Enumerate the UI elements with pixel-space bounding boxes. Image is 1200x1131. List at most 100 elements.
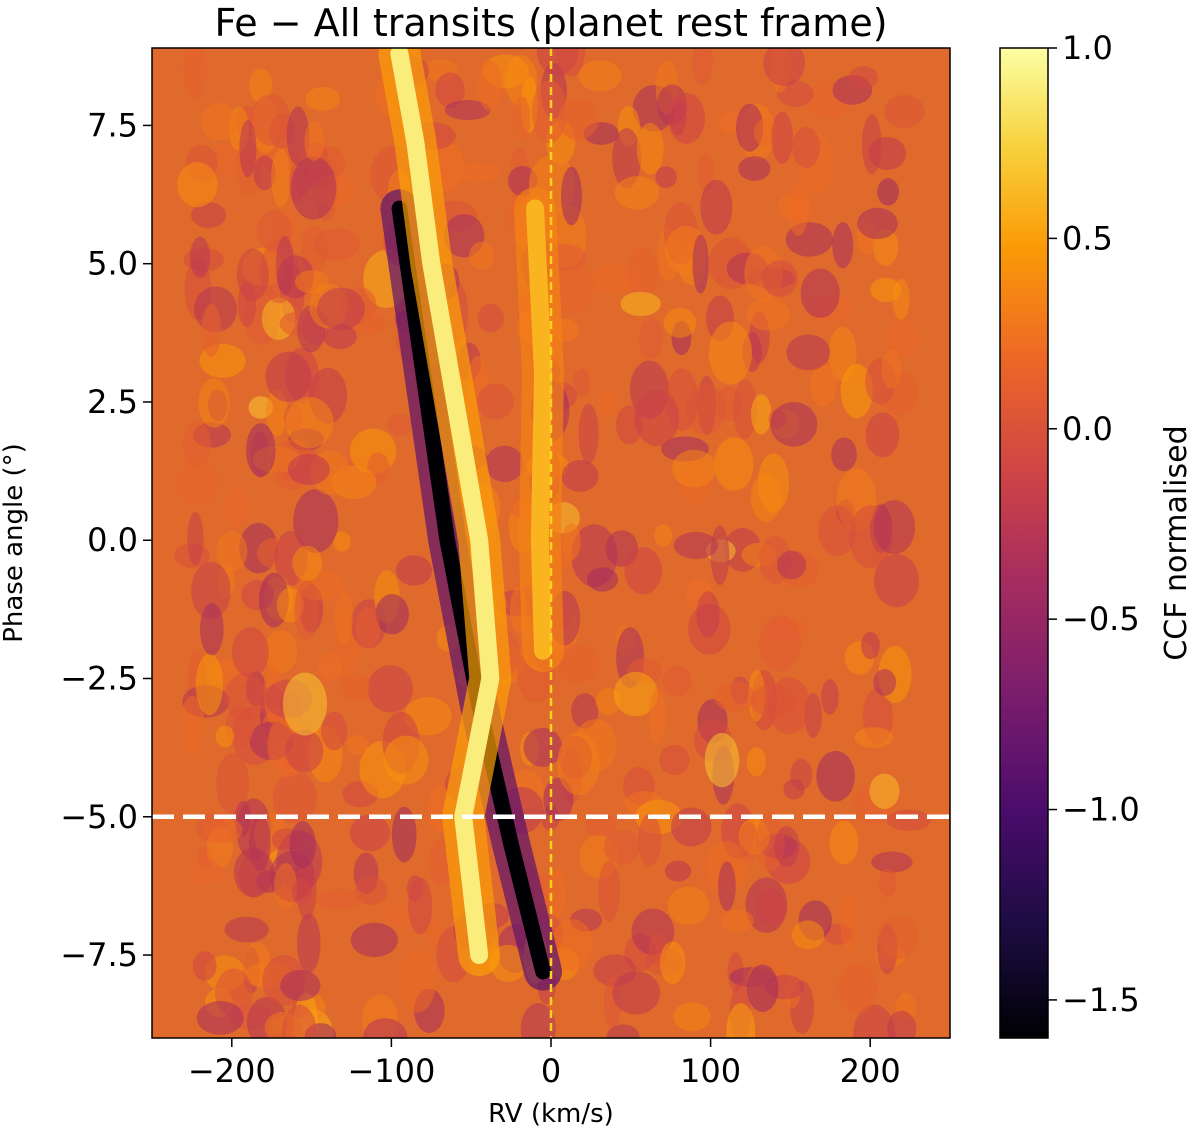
noise-blob — [787, 182, 809, 236]
y-tick-label: 2.5 — [87, 383, 138, 421]
colorbar-label: CCF normalised — [1159, 425, 1194, 660]
y-tick-label: 7.5 — [87, 106, 138, 144]
noise-blob — [275, 235, 295, 296]
y-tick-label: −5.0 — [60, 798, 138, 836]
noise-blob — [201, 303, 222, 358]
x-axis-label: RV (km/s) — [488, 1099, 614, 1129]
noise-blob — [192, 951, 217, 981]
noise-blob — [624, 547, 663, 595]
colorbar-tick-label: 0.5 — [1062, 219, 1113, 257]
noise-blob — [444, 100, 491, 121]
noise-blob — [612, 128, 642, 189]
noise-blob — [667, 886, 710, 925]
noise-blob — [720, 909, 754, 933]
noise-blob — [746, 297, 791, 331]
noise-blob — [670, 807, 712, 847]
noise-blob — [668, 92, 706, 144]
colorbar-tick-label: −1.0 — [1062, 791, 1140, 829]
noise-blob — [870, 277, 902, 303]
noise-blob — [363, 1018, 408, 1038]
noise-blob — [304, 121, 325, 161]
noise-blob — [697, 153, 715, 192]
noise-blob — [738, 156, 771, 181]
noise-blob — [383, 904, 410, 927]
noise-blob — [620, 291, 661, 316]
x-axis-ticks: −200 −100 0 100 200 — [188, 1038, 901, 1090]
y-tick-label: 0.0 — [87, 521, 138, 559]
noise-blob — [191, 561, 231, 620]
noise-blob — [477, 60, 503, 112]
noise-blob — [196, 1001, 244, 1035]
noise-blob — [704, 732, 740, 788]
noise-blob — [708, 321, 753, 385]
noise-blob — [750, 394, 772, 435]
noise-blob — [216, 753, 250, 815]
noise-blob — [477, 383, 514, 420]
noise-blob — [273, 863, 298, 911]
noise-blob — [435, 72, 465, 108]
noise-blob — [182, 420, 212, 470]
noise-blob — [305, 87, 341, 111]
x-tick-label: 0 — [541, 1052, 561, 1090]
noise-blob — [554, 643, 600, 684]
noise-blob — [485, 445, 524, 483]
y-axis-ticks: 7.5 5.0 2.5 0.0 −2.5 −5.0 −7.5 — [60, 106, 152, 974]
noise-blob — [561, 166, 582, 226]
noise-blob — [578, 60, 622, 92]
noise-blob — [280, 969, 321, 1001]
noise-blob — [786, 334, 831, 371]
noise-blob — [408, 877, 433, 935]
noise-blob — [639, 317, 663, 360]
noise-blob — [293, 489, 339, 553]
colorbar-tick-label: 1.0 — [1062, 29, 1113, 67]
noise-blob — [854, 727, 893, 748]
noise-blob — [532, 80, 567, 144]
noise-blob — [869, 773, 900, 809]
noise-blob — [349, 814, 390, 852]
noise-blob — [203, 817, 243, 844]
noise-blob — [391, 806, 417, 863]
noise-blob — [634, 389, 680, 447]
noise-blob — [224, 916, 269, 943]
y-tick-label: −2.5 — [60, 660, 138, 698]
noise-blob — [832, 222, 854, 269]
noise-blob — [648, 688, 666, 745]
noise-blob — [816, 750, 855, 802]
noise-blob — [818, 505, 857, 557]
x-tick-label: 100 — [680, 1052, 741, 1090]
noise-blob — [195, 653, 224, 716]
noise-blob — [655, 166, 677, 188]
reference-lines — [152, 48, 950, 1038]
noise-blob — [239, 120, 257, 178]
noise-blob — [400, 948, 437, 1013]
noise-blob — [395, 555, 433, 586]
noise-blob — [673, 532, 719, 560]
noise-blob — [317, 652, 342, 681]
noise-blob — [696, 591, 720, 638]
noise-blob — [287, 453, 330, 486]
noise-blob — [762, 260, 798, 297]
noise-blob — [654, 524, 673, 547]
noise-blob — [323, 323, 357, 350]
noise-blob — [191, 202, 227, 229]
colorbar-tick-label: 0.0 — [1062, 410, 1113, 448]
noise-blob — [367, 665, 413, 713]
noise-blob — [848, 66, 879, 90]
noise-blob — [317, 287, 366, 331]
noise-blob — [663, 307, 697, 338]
noise-blob — [800, 268, 840, 318]
noise-blob — [821, 679, 839, 715]
y-axis-label: Phase angle (°) — [0, 443, 29, 643]
noise-blob — [334, 591, 353, 645]
noise-blob — [877, 915, 920, 959]
noise-blob — [264, 630, 298, 674]
heatmap-features — [378, 48, 565, 991]
noise-blob — [738, 822, 759, 863]
noise-blob — [556, 48, 586, 77]
colorbar-tick-label: −0.5 — [1062, 600, 1140, 638]
noise-blob — [180, 695, 205, 758]
noise-blob — [547, 869, 566, 917]
noise-blob — [215, 725, 235, 748]
noise-blob — [861, 631, 880, 660]
colorbar — [999, 47, 1049, 1039]
